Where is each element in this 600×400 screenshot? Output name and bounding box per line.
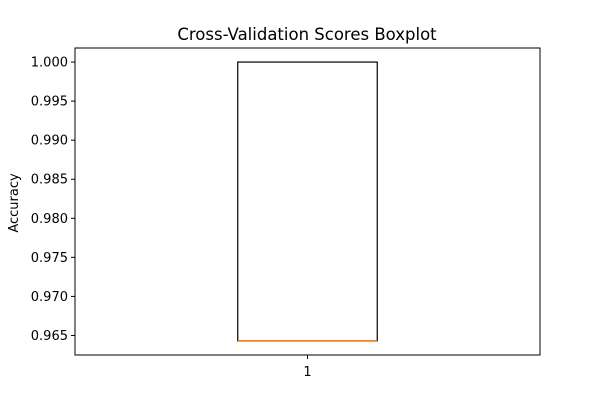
y-tick-label: 0.970 (31, 290, 68, 305)
x-tick-label: 1 (303, 365, 311, 380)
y-tick-label: 1.000 (31, 56, 68, 71)
y-tick-label: 0.995 (31, 95, 68, 110)
x-axis: 1 (303, 355, 312, 380)
boxes-layer (237, 61, 378, 342)
y-tick-label: 0.985 (31, 173, 68, 188)
y-tick-label: 0.980 (31, 212, 68, 227)
y-tick-label: 0.990 (31, 134, 68, 149)
y-axis: 0.965 0.970 0.975 0.980 0.985 0.990 0.995 1.000 (31, 56, 75, 344)
box-iqr (237, 61, 378, 342)
plot-frame (74, 47, 541, 356)
y-tick-label: 0.965 (31, 329, 68, 344)
y-axis-label: Accuracy (7, 173, 22, 233)
chart-title: Cross-Validation Scores Boxplot (177, 25, 437, 44)
y-tick-label: 0.975 (31, 251, 68, 266)
